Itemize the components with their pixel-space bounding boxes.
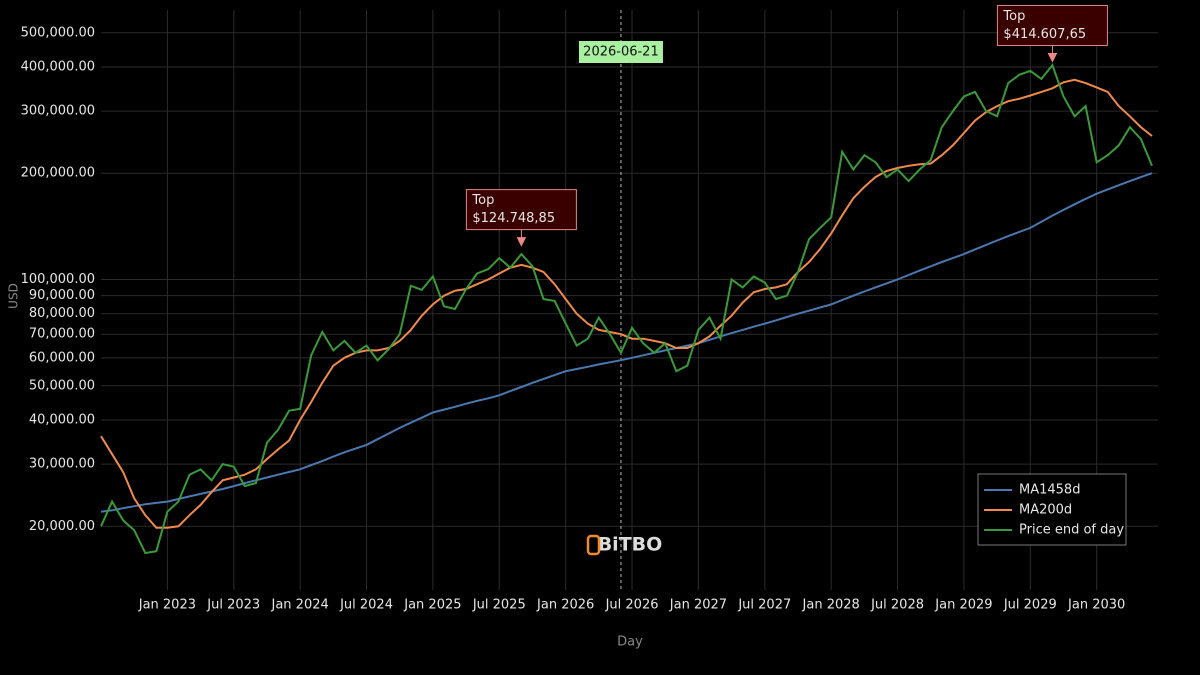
legend: MA1458d MA200d Price end of day — [977, 473, 1127, 546]
x-tick-label: Jan 2030 — [1067, 598, 1125, 613]
x-tick-label: Jul 2029 — [1003, 598, 1057, 613]
series-line — [100, 78, 1153, 529]
x-tick-label: Jan 2025 — [403, 598, 461, 613]
y-tick-label: 90,000.00 — [29, 288, 95, 303]
y-tick-label: 70,000.00 — [29, 327, 95, 342]
series-line — [100, 172, 1153, 513]
y-tick-label: 50,000.00 — [29, 378, 95, 393]
annotation-arrow — [1047, 45, 1058, 63]
y-tick-label: 60,000.00 — [29, 350, 95, 365]
y-tick-label: 100,000.00 — [21, 272, 95, 287]
annotation-box — [996, 4, 1108, 46]
x-tick-label: Jul 2024 — [339, 598, 393, 613]
y-tick-label: 200,000.00 — [21, 166, 95, 181]
x-tick-label: Jul 2023 — [206, 598, 260, 613]
x-tick-label: Jan 2029 — [934, 598, 992, 613]
annotation-value: $124.748,85 — [472, 211, 555, 226]
crosshair-label-bg — [578, 41, 663, 63]
annotation-value: $414.607,65 — [1003, 27, 1086, 42]
x-tick-label: Jan 2026 — [536, 598, 594, 613]
series-line — [100, 63, 1153, 555]
y-tick-label: 500,000.00 — [21, 25, 95, 40]
x-axis-title: Day — [617, 635, 643, 650]
annotation-arrow — [516, 229, 527, 247]
y-tick-label: 30,000.00 — [29, 457, 95, 472]
annotation-label: Top — [471, 193, 494, 208]
y-tick-label: 400,000.00 — [21, 59, 95, 74]
legend-label: Price end of day — [1019, 523, 1124, 538]
watermark: BiTBO — [598, 534, 663, 556]
y-tick-label: 80,000.00 — [29, 306, 95, 321]
x-tick-label: Jul 2028 — [870, 598, 924, 613]
x-tick-label: Jul 2027 — [737, 598, 791, 613]
crosshair-label: 2026-06-21 — [583, 45, 659, 60]
watermark-logo — [586, 534, 601, 556]
annotation-label: Top — [1002, 9, 1025, 24]
y-tick-label: 40,000.00 — [29, 413, 95, 428]
x-tick-label: Jul 2025 — [472, 598, 526, 613]
x-tick-label: Jan 2027 — [669, 598, 727, 613]
y-tick-label: 300,000.00 — [21, 104, 95, 119]
y-axis-title: USD — [7, 283, 21, 309]
x-tick-label: Jan 2024 — [271, 598, 329, 613]
annotation: Top $414.607,65 — [996, 4, 1108, 63]
x-tick-label: Jan 2023 — [138, 598, 196, 613]
x-tick-label: Jan 2028 — [802, 598, 860, 613]
legend-label: MA1458d — [1019, 483, 1080, 498]
annotation: Top $124.748,85 — [465, 189, 577, 247]
y-tick-label: 20,000.00 — [29, 519, 95, 534]
legend-label: MA200d — [1019, 503, 1072, 518]
x-tick-label: Jul 2026 — [605, 598, 659, 613]
